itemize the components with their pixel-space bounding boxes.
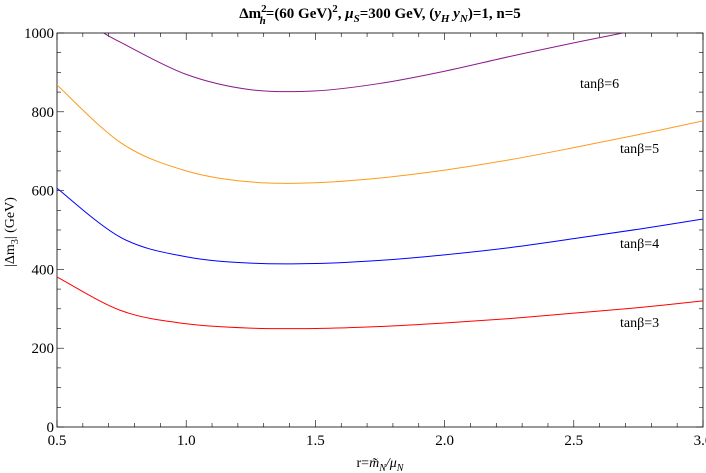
y-axis-label: |Δm3| (GeV): [3, 197, 21, 267]
curve-labels: tanβ=6 tanβ=5 tanβ=4 tanβ=3: [580, 77, 659, 331]
series-label: tanβ=3: [620, 316, 659, 331]
series-label: tanβ=6: [580, 77, 619, 92]
series-line: [103, 33, 623, 93]
y-tick-label: 600: [32, 184, 55, 200]
series-line: [57, 276, 703, 330]
x-axis-label: r=m̃N/μN: [357, 456, 405, 473]
axes: 0.5 1.0 1.5 2.0 2.5 3.0 0 200 400 600 800 1000: [24, 26, 706, 449]
series-label: tanβ=5: [620, 142, 659, 157]
x-tick-label: 1.0: [177, 433, 196, 449]
y-tick-label: 800: [32, 105, 55, 121]
x-tick-label: 0.5: [48, 433, 67, 449]
y-tick-label: 200: [32, 341, 55, 357]
y-tick-label: 1000: [24, 26, 54, 42]
x-tick-label: 1.5: [306, 433, 325, 449]
chart-title: Δm2 h=(60 GeV)2, μS=300 GeV, (yH yN)=1, n…: [239, 3, 521, 27]
series-line: [57, 187, 703, 265]
x-tick-label: 2.0: [435, 433, 454, 449]
series-line: [57, 84, 703, 184]
y-tick-label: 400: [32, 262, 55, 278]
y-tick-label: 0: [47, 420, 55, 436]
x-tick-label: 3.0: [694, 433, 706, 449]
series-label: tanβ=4: [620, 237, 659, 252]
x-tick-label: 2.5: [564, 433, 583, 449]
plot-frame: [56, 32, 704, 428]
curves: [57, 33, 703, 330]
